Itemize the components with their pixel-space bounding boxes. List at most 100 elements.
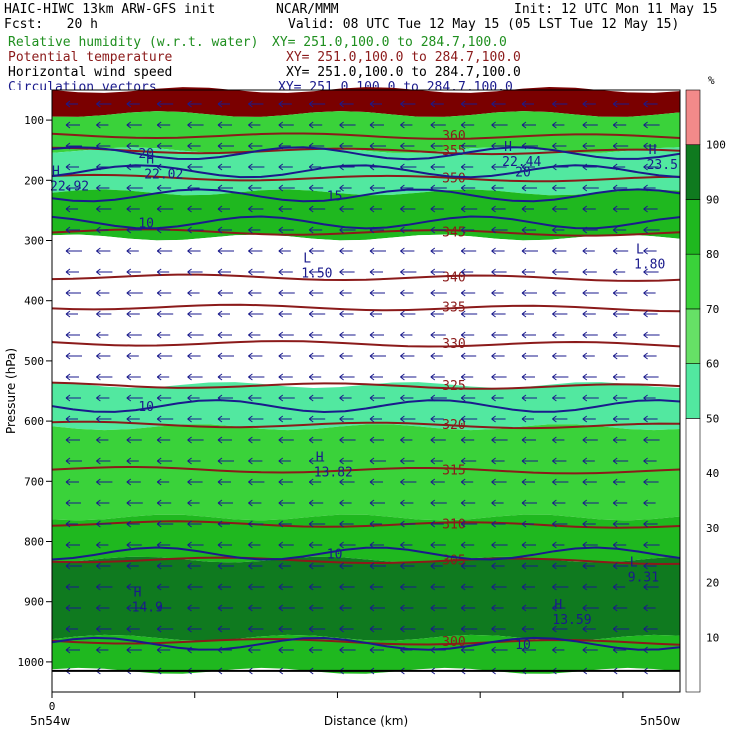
vector-arrowhead xyxy=(156,583,162,591)
vector-arrowhead xyxy=(248,373,253,381)
y-tick-label: 100 xyxy=(24,114,44,127)
vector-arrowhead xyxy=(308,625,314,633)
vector-arrowhead xyxy=(612,100,618,108)
vector-arrowhead xyxy=(308,268,314,276)
vector-arrowhead xyxy=(308,247,314,255)
vector-arrowhead xyxy=(369,583,375,591)
x-axis-title: Distance (km) xyxy=(324,714,408,728)
vector-arrowhead xyxy=(369,394,375,402)
extremum-value: 9.31 xyxy=(628,571,659,586)
vector-arrowhead xyxy=(126,100,132,108)
vector-arrowhead xyxy=(400,226,405,234)
vector-arrowhead xyxy=(491,247,496,255)
vector-arrowhead xyxy=(460,310,466,318)
vector-arrowhead xyxy=(612,226,618,234)
vector-arrowhead xyxy=(521,268,527,276)
vector-arrowhead xyxy=(96,184,101,192)
vector-arrowhead xyxy=(96,436,101,444)
vector-arrowhead xyxy=(96,394,101,402)
vector-arrowhead xyxy=(521,625,527,633)
vector-arrowhead xyxy=(65,604,71,612)
vector-arrowhead xyxy=(96,226,101,234)
vector-arrowhead xyxy=(460,289,466,297)
wind-contour-label: 10 xyxy=(138,216,154,231)
vector-arrowhead xyxy=(552,625,557,633)
vector-arrowhead xyxy=(582,247,588,255)
vector-arrowhead xyxy=(491,268,496,276)
vector-arrowhead xyxy=(278,478,284,486)
vector-arrowhead xyxy=(400,205,405,213)
vector-arrowhead xyxy=(308,646,314,654)
vector-arrowhead xyxy=(643,541,648,549)
vector-arrowhead xyxy=(339,457,344,465)
vector-arrowhead xyxy=(308,604,314,612)
x-end-label: 5n50w xyxy=(640,714,681,728)
wind-contour-line xyxy=(51,146,681,161)
vector-arrowhead xyxy=(217,247,223,255)
vector-arrowhead xyxy=(643,394,648,402)
field-label-vectors: Circulation vectors xyxy=(8,80,157,90)
vector-arrowhead xyxy=(308,478,314,486)
vector-arrowhead xyxy=(369,625,375,633)
vector-arrowhead xyxy=(187,583,192,591)
vector-arrowhead xyxy=(308,163,314,171)
vector-arrowhead xyxy=(339,436,344,444)
vector-arrowhead xyxy=(65,373,71,381)
vector-arrowhead xyxy=(369,373,375,381)
vector-arrowhead xyxy=(552,331,557,339)
colorbar-band xyxy=(685,308,701,364)
vector-arrowhead xyxy=(521,436,527,444)
vector-arrowhead xyxy=(156,457,162,465)
vector-arrowhead xyxy=(126,121,132,129)
vector-arrowhead xyxy=(491,583,496,591)
vector-arrowhead xyxy=(430,310,436,318)
vector-arrowhead xyxy=(491,163,496,171)
vector-arrowhead xyxy=(248,562,253,570)
vector-arrowhead xyxy=(96,541,101,549)
vector-arrowhead xyxy=(552,184,557,192)
vector-arrowhead xyxy=(460,604,466,612)
extremum-value: 14.9 xyxy=(132,601,163,616)
vector-arrowhead xyxy=(126,289,132,297)
vector-arrowhead xyxy=(156,415,162,423)
vector-arrowhead xyxy=(491,415,496,423)
vector-arrowhead xyxy=(460,499,466,507)
vector-arrowhead xyxy=(643,100,648,108)
colorbar-band xyxy=(685,199,701,255)
extremum-value: 13.82 xyxy=(314,465,353,480)
vector-arrowhead xyxy=(643,268,648,276)
vector-arrowhead xyxy=(126,331,132,339)
vector-arrowhead xyxy=(217,499,223,507)
vector-arrowhead xyxy=(552,562,557,570)
vector-arrowhead xyxy=(308,583,314,591)
wind-contour-label: 15 xyxy=(327,189,343,204)
colorbar-tick-label: 80 xyxy=(706,248,719,261)
vector-arrowhead xyxy=(65,415,71,423)
vector-arrowhead xyxy=(491,331,496,339)
vector-arrowhead xyxy=(430,604,436,612)
vector-arrowhead xyxy=(643,121,648,129)
vector-arrowhead xyxy=(400,457,405,465)
vector-arrowhead xyxy=(308,541,314,549)
vector-arrowhead xyxy=(217,100,223,108)
vector-arrowhead xyxy=(400,562,405,570)
vector-arrowhead xyxy=(187,478,192,486)
vector-arrowhead xyxy=(248,604,253,612)
vector-arrowhead xyxy=(521,121,527,129)
vector-arrowhead xyxy=(339,247,344,255)
vector-arrowhead xyxy=(521,373,527,381)
vector-arrowhead xyxy=(400,184,405,192)
vector-arrowhead xyxy=(400,604,405,612)
vector-arrowhead xyxy=(643,205,648,213)
vector-arrowhead xyxy=(643,457,648,465)
vector-arrowhead xyxy=(582,520,588,528)
vector-arrowhead xyxy=(582,415,588,423)
extremum-value: 13.59 xyxy=(552,613,591,628)
vector-arrowhead xyxy=(430,205,436,213)
vector-arrowhead xyxy=(400,415,405,423)
extremum-kind: H xyxy=(554,598,562,613)
vector-arrowhead xyxy=(430,184,436,192)
vector-arrowhead xyxy=(521,583,527,591)
vector-arrowhead xyxy=(65,163,71,171)
vector-arrowhead xyxy=(400,163,405,171)
